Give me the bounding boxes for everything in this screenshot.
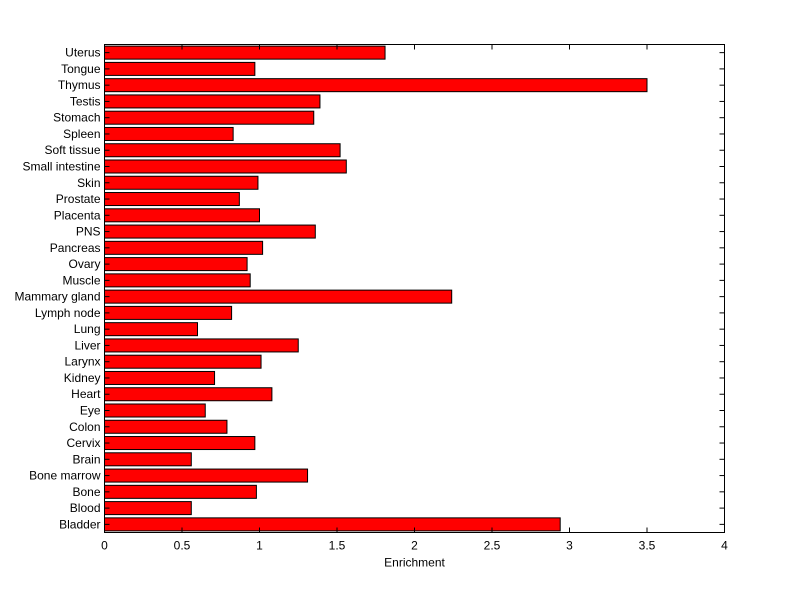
y-tick-label: Small intestine <box>22 160 100 174</box>
y-tick-label: Larynx <box>64 355 100 369</box>
bar-tongue <box>104 61 256 76</box>
x-tick-label: 0 <box>101 539 108 553</box>
bar-thymus <box>104 78 648 93</box>
x-tick-label: 2.5 <box>484 539 501 553</box>
x-tick-label: 2 <box>411 539 418 553</box>
y-tick-label: Tongue <box>61 62 101 76</box>
x-axis-label: Enrichment <box>384 556 445 570</box>
y-tick-label: Lymph node <box>35 306 101 320</box>
bar-bone <box>104 484 257 499</box>
bar-liver <box>104 338 299 353</box>
bar-small-intestine <box>104 159 347 174</box>
bar-eye <box>104 403 206 418</box>
x-tick-label: 1 <box>256 539 263 553</box>
bar-placenta <box>104 208 260 223</box>
bar-prostate <box>104 192 240 207</box>
y-tick-label: Cervix <box>66 436 100 450</box>
bar-pancreas <box>104 240 264 255</box>
x-tick-label: 4 <box>721 539 728 553</box>
bar-ovary <box>104 257 248 272</box>
bar-soft-tissue <box>104 143 341 158</box>
y-tick-label: Mammary gland <box>14 290 100 304</box>
y-tick-label: Eye <box>80 404 101 418</box>
bar-skin <box>104 175 259 190</box>
x-tick-label: 1.5 <box>329 539 346 553</box>
y-tick-label: Muscle <box>62 273 100 287</box>
x-axis-ticks: 0 0.5 1 1.5 2 2.5 3 3.5 4 <box>101 44 728 553</box>
x-tick-label: 0.5 <box>174 539 191 553</box>
y-tick-label: Spleen <box>63 127 100 141</box>
bar-testis <box>104 94 321 109</box>
bar-colon <box>104 419 228 434</box>
y-tick-label: Bladder <box>59 517 100 531</box>
bar-uterus <box>104 45 386 60</box>
y-tick-label: Kidney <box>64 371 101 385</box>
bar-heart <box>104 387 273 402</box>
y-tick-label: Soft tissue <box>44 143 100 157</box>
y-tick-label: Placenta <box>54 208 101 222</box>
x-tick-label: 3.5 <box>639 539 656 553</box>
bars-group <box>104 45 648 532</box>
bar-spleen <box>104 126 234 141</box>
bar-cervix <box>104 436 256 451</box>
y-tick-label: Liver <box>74 338 100 352</box>
bar-muscle <box>104 273 251 288</box>
bar-mammary-gland <box>104 289 453 304</box>
y-tick-label: Stomach <box>53 111 100 125</box>
y-tick-label: Colon <box>69 420 100 434</box>
bar-kidney <box>104 370 216 385</box>
y-tick-label: Bone <box>72 485 100 499</box>
y-tick-label: Blood <box>70 501 101 515</box>
bar-lung <box>104 322 198 337</box>
bar-bone-marrow <box>104 468 309 483</box>
y-axis-ticks: Bladder Blood Bone Bone marrow Brain Cervix Co… <box>14 46 725 531</box>
bar-blood <box>104 501 192 516</box>
bar-larynx <box>104 354 262 369</box>
y-tick-label: Bone marrow <box>29 469 101 483</box>
y-tick-label: Uterus <box>65 46 100 60</box>
x-tick-label: 3 <box>566 539 573 553</box>
bar-brain <box>104 452 192 467</box>
y-tick-label: Thymus <box>58 78 101 92</box>
y-tick-label: Lung <box>74 322 101 336</box>
y-tick-label: Prostate <box>56 192 101 206</box>
y-tick-label: Pancreas <box>50 241 101 255</box>
y-tick-label: PNS <box>76 225 101 239</box>
y-tick-label: Skin <box>77 176 100 190</box>
y-tick-label: Testis <box>70 94 101 108</box>
bar-pns <box>104 224 316 239</box>
y-tick-label: Heart <box>71 387 101 401</box>
bar-stomach <box>104 110 315 125</box>
y-tick-label: Ovary <box>68 257 100 271</box>
bar-lymph-node <box>104 305 233 320</box>
y-tick-label: Brain <box>72 452 100 466</box>
